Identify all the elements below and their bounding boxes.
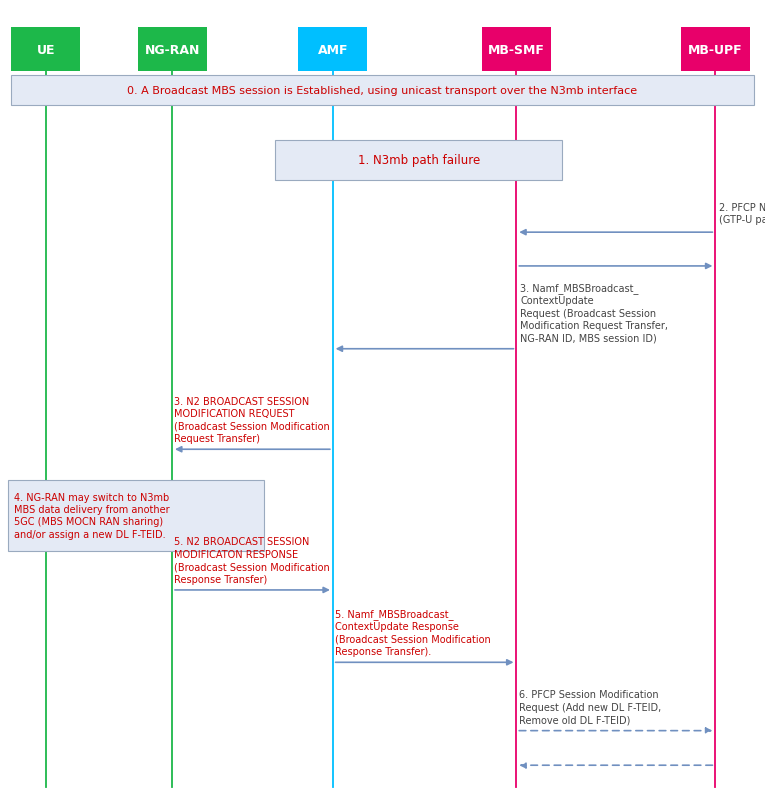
Text: MB-SMF: MB-SMF bbox=[488, 43, 545, 57]
FancyBboxPatch shape bbox=[482, 28, 551, 72]
Text: 3. Namf_MBSBroadcast_
ContextUpdate
Request (Broadcast Session
Modification Requ: 3. Namf_MBSBroadcast_ ContextUpdate Requ… bbox=[520, 283, 668, 343]
FancyBboxPatch shape bbox=[11, 28, 80, 72]
FancyBboxPatch shape bbox=[11, 75, 754, 106]
Text: 4. NG-RAN may switch to N3mb
MBS data delivery from another
5GC (MBS MOCN RAN sh: 4. NG-RAN may switch to N3mb MBS data de… bbox=[14, 492, 169, 539]
FancyBboxPatch shape bbox=[681, 28, 750, 72]
Text: 3. N2 BROADCAST SESSION
MODIFICATION REQUEST
(Broadcast Session Modification
Req: 3. N2 BROADCAST SESSION MODIFICATION REQ… bbox=[174, 396, 330, 443]
Text: 5. N2 BROADCAST SESSION
MODIFICATON RESPONSE
(Broadcast Session Modification
Res: 5. N2 BROADCAST SESSION MODIFICATON RESP… bbox=[174, 536, 330, 584]
Text: UE: UE bbox=[37, 43, 55, 57]
Text: 1. N3mb path failure: 1. N3mb path failure bbox=[358, 154, 480, 167]
FancyBboxPatch shape bbox=[138, 28, 207, 72]
FancyBboxPatch shape bbox=[275, 141, 562, 181]
Text: 2. PFCP Node Report Request
(GTP-U path failure): 2. PFCP Node Report Request (GTP-U path … bbox=[719, 202, 765, 225]
FancyBboxPatch shape bbox=[298, 28, 367, 72]
Text: 5. Namf_MBSBroadcast_
ContextUpdate Response
(Broadcast Session Modification
Res: 5. Namf_MBSBroadcast_ ContextUpdate Resp… bbox=[335, 608, 491, 656]
FancyBboxPatch shape bbox=[8, 480, 264, 551]
Text: 0. A Broadcast MBS session is Established, using unicast transport over the N3mb: 0. A Broadcast MBS session is Establishe… bbox=[128, 86, 637, 96]
Text: NG-RAN: NG-RAN bbox=[145, 43, 200, 57]
Text: MB-UPF: MB-UPF bbox=[688, 43, 743, 57]
Text: 6. PFCP Session Modification
Request (Add new DL F-TEID,
Remove old DL F-TEID): 6. PFCP Session Modification Request (Ad… bbox=[519, 690, 661, 724]
Text: AMF: AMF bbox=[317, 43, 348, 57]
